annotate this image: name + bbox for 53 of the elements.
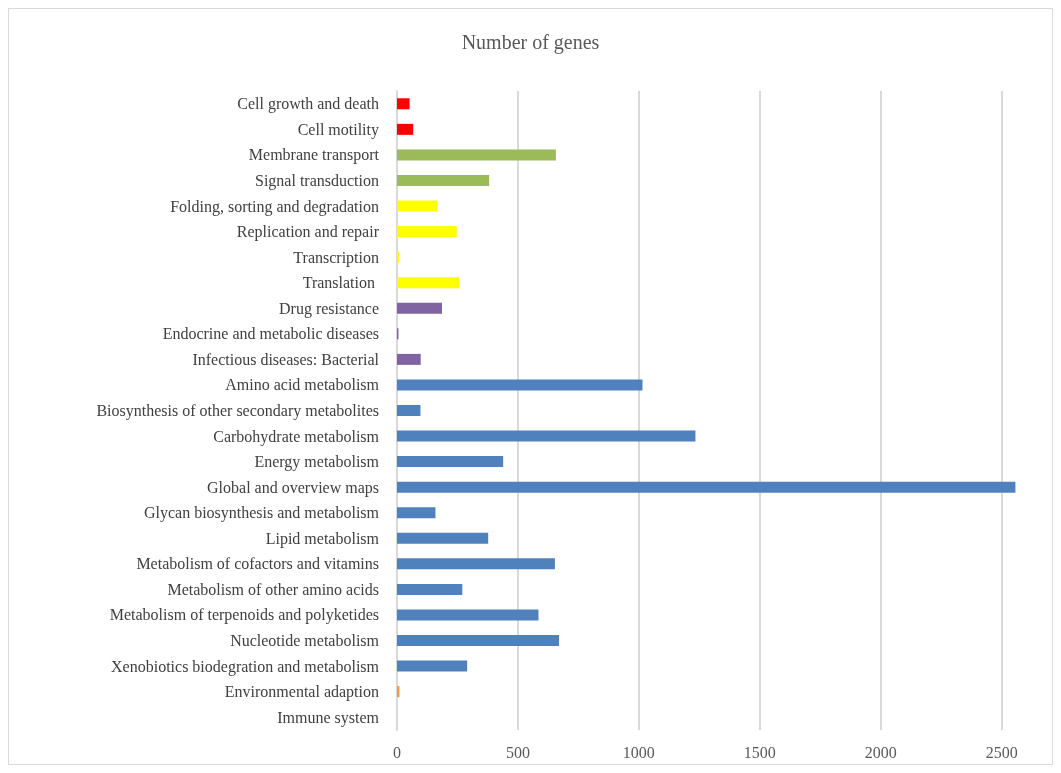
bar: [397, 149, 556, 161]
bar: [397, 558, 555, 570]
bar: [397, 456, 504, 468]
x-tick-label: 2000: [864, 743, 897, 761]
y-tick-label: Amino acid metabolism: [225, 376, 380, 394]
y-tick-label: Biosynthesis of other secondary metabolites: [96, 402, 379, 420]
y-tick-label: Metabolism of terpenoids and polyketides: [109, 606, 379, 625]
y-tick-label: Global and overview maps: [207, 478, 379, 497]
bar: [397, 481, 1016, 493]
x-tick-label: 500: [505, 743, 530, 761]
bar: [397, 507, 436, 519]
bar: [397, 200, 438, 212]
y-tick-label: Carbohydrate metabolism: [213, 427, 380, 446]
bar: [397, 277, 460, 289]
x-tick-label: 1000: [622, 743, 655, 761]
y-tick-label: Metabolism of cofactors and vitamins: [136, 555, 379, 573]
y-tick-label: Membrane transport: [248, 146, 380, 165]
y-tick-label: Lipid metabolism: [265, 529, 380, 548]
chart-title: Number of genes: [461, 31, 600, 54]
y-tick-label: Signal transduction: [255, 171, 379, 190]
y-tick-label: Transcription: [293, 248, 379, 267]
bar: [397, 405, 421, 416]
y-tick-label: Endocrine and metabolic diseases: [162, 325, 379, 343]
x-tick-label: 2500: [985, 743, 1018, 761]
y-tick-label: Folding, sorting and degradation: [170, 197, 379, 216]
bar: [397, 430, 696, 442]
y-tick-label: Environmental adaption: [224, 683, 379, 702]
x-tick-label: 1500: [743, 743, 776, 761]
bar: [397, 379, 643, 391]
bar: [397, 609, 539, 621]
y-tick-label: Xenobiotics biodegration and metabolism: [111, 657, 380, 676]
y-tick-label: Cell growth and death: [237, 95, 379, 114]
y-tick-label: Nucleotide metabolism: [230, 632, 380, 650]
y-tick-label: Replication and repair: [236, 223, 380, 242]
bar: [397, 302, 442, 314]
bar: [397, 660, 468, 672]
y-tick-label: Immune system: [277, 708, 380, 727]
bar: [397, 583, 463, 595]
y-tick-label: Infectious diseases: Bacterial: [192, 350, 380, 368]
y-tick-label: Translation: [302, 274, 379, 292]
y-tick-label: Cell motility: [297, 120, 379, 139]
bar: [397, 123, 414, 135]
bar: [397, 353, 421, 365]
y-tick-label: Glycan biosynthesis and metabolism: [143, 504, 380, 523]
bar: [397, 226, 457, 238]
bar: [397, 635, 560, 647]
bar: [397, 174, 490, 186]
bar: [397, 98, 410, 110]
y-tick-label: Metabolism of other amino acids: [167, 580, 379, 598]
y-tick-label: Energy metabolism: [254, 453, 380, 472]
x-tick-label: 0: [393, 743, 401, 761]
bar: [397, 532, 489, 544]
y-tick-label: Drug resistance: [279, 299, 379, 318]
